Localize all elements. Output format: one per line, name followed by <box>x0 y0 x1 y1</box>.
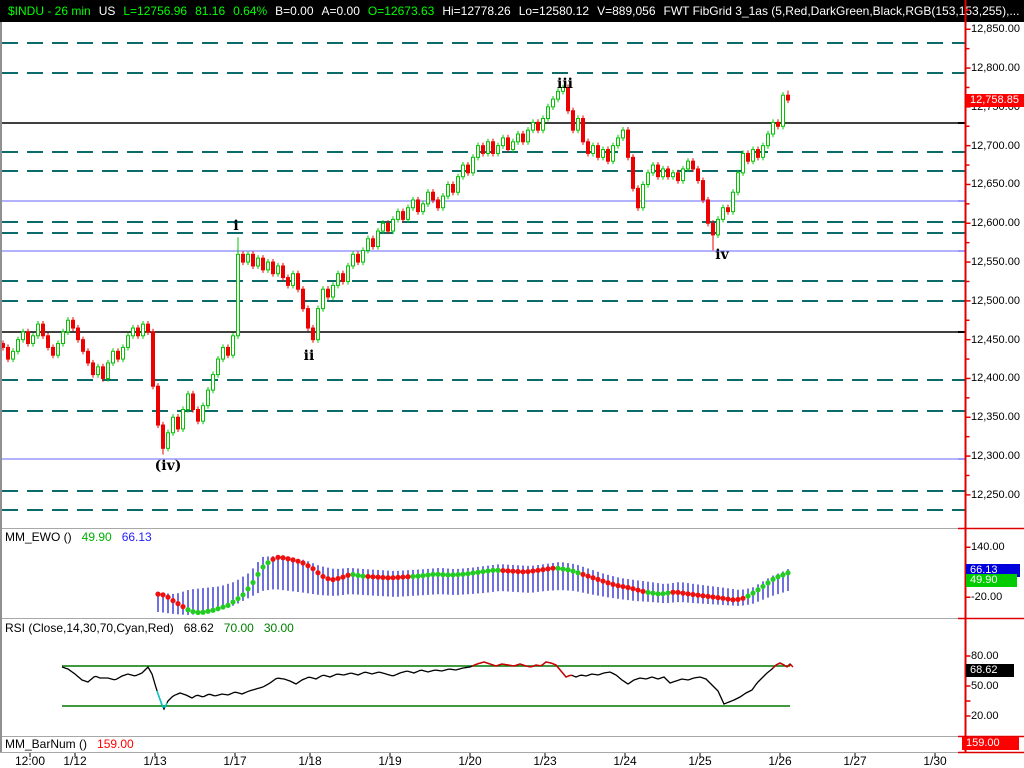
rsi-header: RSI (Close,14,30,70,Cyan,Red) 68.62 70.00 3… <box>5 621 294 635</box>
time-axis-label[interactable]: 1/27 <box>843 754 867 768</box>
time-axis-label[interactable]: 1/13 <box>143 754 167 768</box>
wave-annotation: iii <box>557 76 573 92</box>
time-axis-label[interactable]: 1/17 <box>223 754 247 768</box>
ewo-header-token: MM_EWO () <box>5 530 72 544</box>
price-axis-label: 12,650.00 <box>971 178 1020 191</box>
price-axis-label: 12,700.00 <box>971 139 1020 152</box>
price-axis-label: 12,250.00 <box>971 488 1020 501</box>
time-axis-label[interactable]: 1/18 <box>298 754 322 768</box>
rsi-header-token: 70.00 <box>223 621 254 635</box>
quote-token: L=12756.96 <box>123 4 188 18</box>
time-axis-label[interactable]: 1/24 <box>613 754 637 768</box>
time-axis-label[interactable]: 1/26 <box>768 754 792 768</box>
price-axis-label: 12,350.00 <box>971 411 1020 424</box>
price-axis-label: 12,600.00 <box>971 217 1020 230</box>
rsi-header-token: 30.00 <box>263 621 294 635</box>
rsi-axis-label: 20.00 <box>971 710 999 722</box>
ewo-green-badge: 49.90 <box>966 573 1017 587</box>
price-axis-label: 12,500.00 <box>971 294 1020 307</box>
wave-annotation: i <box>233 218 239 234</box>
ewo-header: MM_EWO () 49.90 66.13 <box>5 530 152 544</box>
rsi-axis-label: 50.00 <box>971 680 999 692</box>
quote-bar: $INDU - 26 min US L=12756.96 81.16 0.64% B=0.… <box>0 0 1024 22</box>
price-axis-label: 12,550.00 <box>971 256 1020 269</box>
quote-token: Lo=12580.12 <box>518 4 590 18</box>
time-axis-label[interactable]: 1/19 <box>378 754 402 768</box>
quote-token: Hi=12778.26 <box>442 4 511 18</box>
time-axis-label[interactable]: 1/23 <box>533 754 557 768</box>
ewo-axis-label: 140.00 <box>971 541 1005 554</box>
rsi-value-badge: 68.62 <box>966 663 1014 677</box>
quote-token: B=0.00 <box>275 4 314 18</box>
price-axis-label: 12,850.00 <box>971 23 1020 36</box>
quote-token: 0.64% <box>233 4 268 18</box>
quote-token: A=0.00 <box>321 4 360 18</box>
rsi-header-token: 68.62 <box>183 621 214 635</box>
time-axis-label[interactable]: 1/20 <box>458 754 482 768</box>
ewo-blue-badge: 66.13 <box>966 563 1020 577</box>
time-axis-label[interactable]: 12:00 <box>14 754 46 768</box>
rsi-header-token: RSI (Close,14,30,70,Cyan,Red) <box>5 621 174 635</box>
time-axis-label[interactable]: 1/25 <box>688 754 712 768</box>
price-axis-label: 12,400.00 <box>971 372 1020 385</box>
barnum-value-badge: 159.00 <box>962 736 1019 750</box>
ewo-header-token: 49.90 <box>81 530 112 544</box>
barnum-header: MM_BarNum () 159.00 <box>5 737 134 751</box>
quote-token: FWT FibGrid 3_1as (5,Red,DarkGreen,Black… <box>663 4 1020 18</box>
rsi-axis-label: 80.00 <box>971 650 999 662</box>
wave-annotation: iv <box>715 247 729 263</box>
time-axis-label[interactable]: 1/12 <box>63 754 87 768</box>
quote-token: 81.16 <box>195 4 226 18</box>
wave-annotation: (iv) <box>154 458 182 474</box>
ewo-axis-label: -20.00 <box>971 591 1003 604</box>
barnum-header-token: 159.00 <box>97 737 134 751</box>
last-price-badge: 12,758.85 <box>966 93 1024 107</box>
time-axis-label[interactable]: 1/30 <box>923 754 947 768</box>
quote-token: V=889,056 <box>597 4 656 18</box>
price-axis-label: 12,300.00 <box>971 450 1020 463</box>
price-axis-label: 12,800.00 <box>971 62 1020 75</box>
wave-annotation: ii <box>303 348 315 364</box>
quote-token: O=12673.63 <box>367 4 435 18</box>
quote-token: $INDU - 26 min <box>8 4 91 18</box>
barnum-header-token: MM_BarNum () <box>5 737 88 751</box>
ewo-header-token: 66.13 <box>121 530 152 544</box>
price-axis-label: 12,450.00 <box>971 333 1020 346</box>
quote-token: US <box>98 4 116 18</box>
